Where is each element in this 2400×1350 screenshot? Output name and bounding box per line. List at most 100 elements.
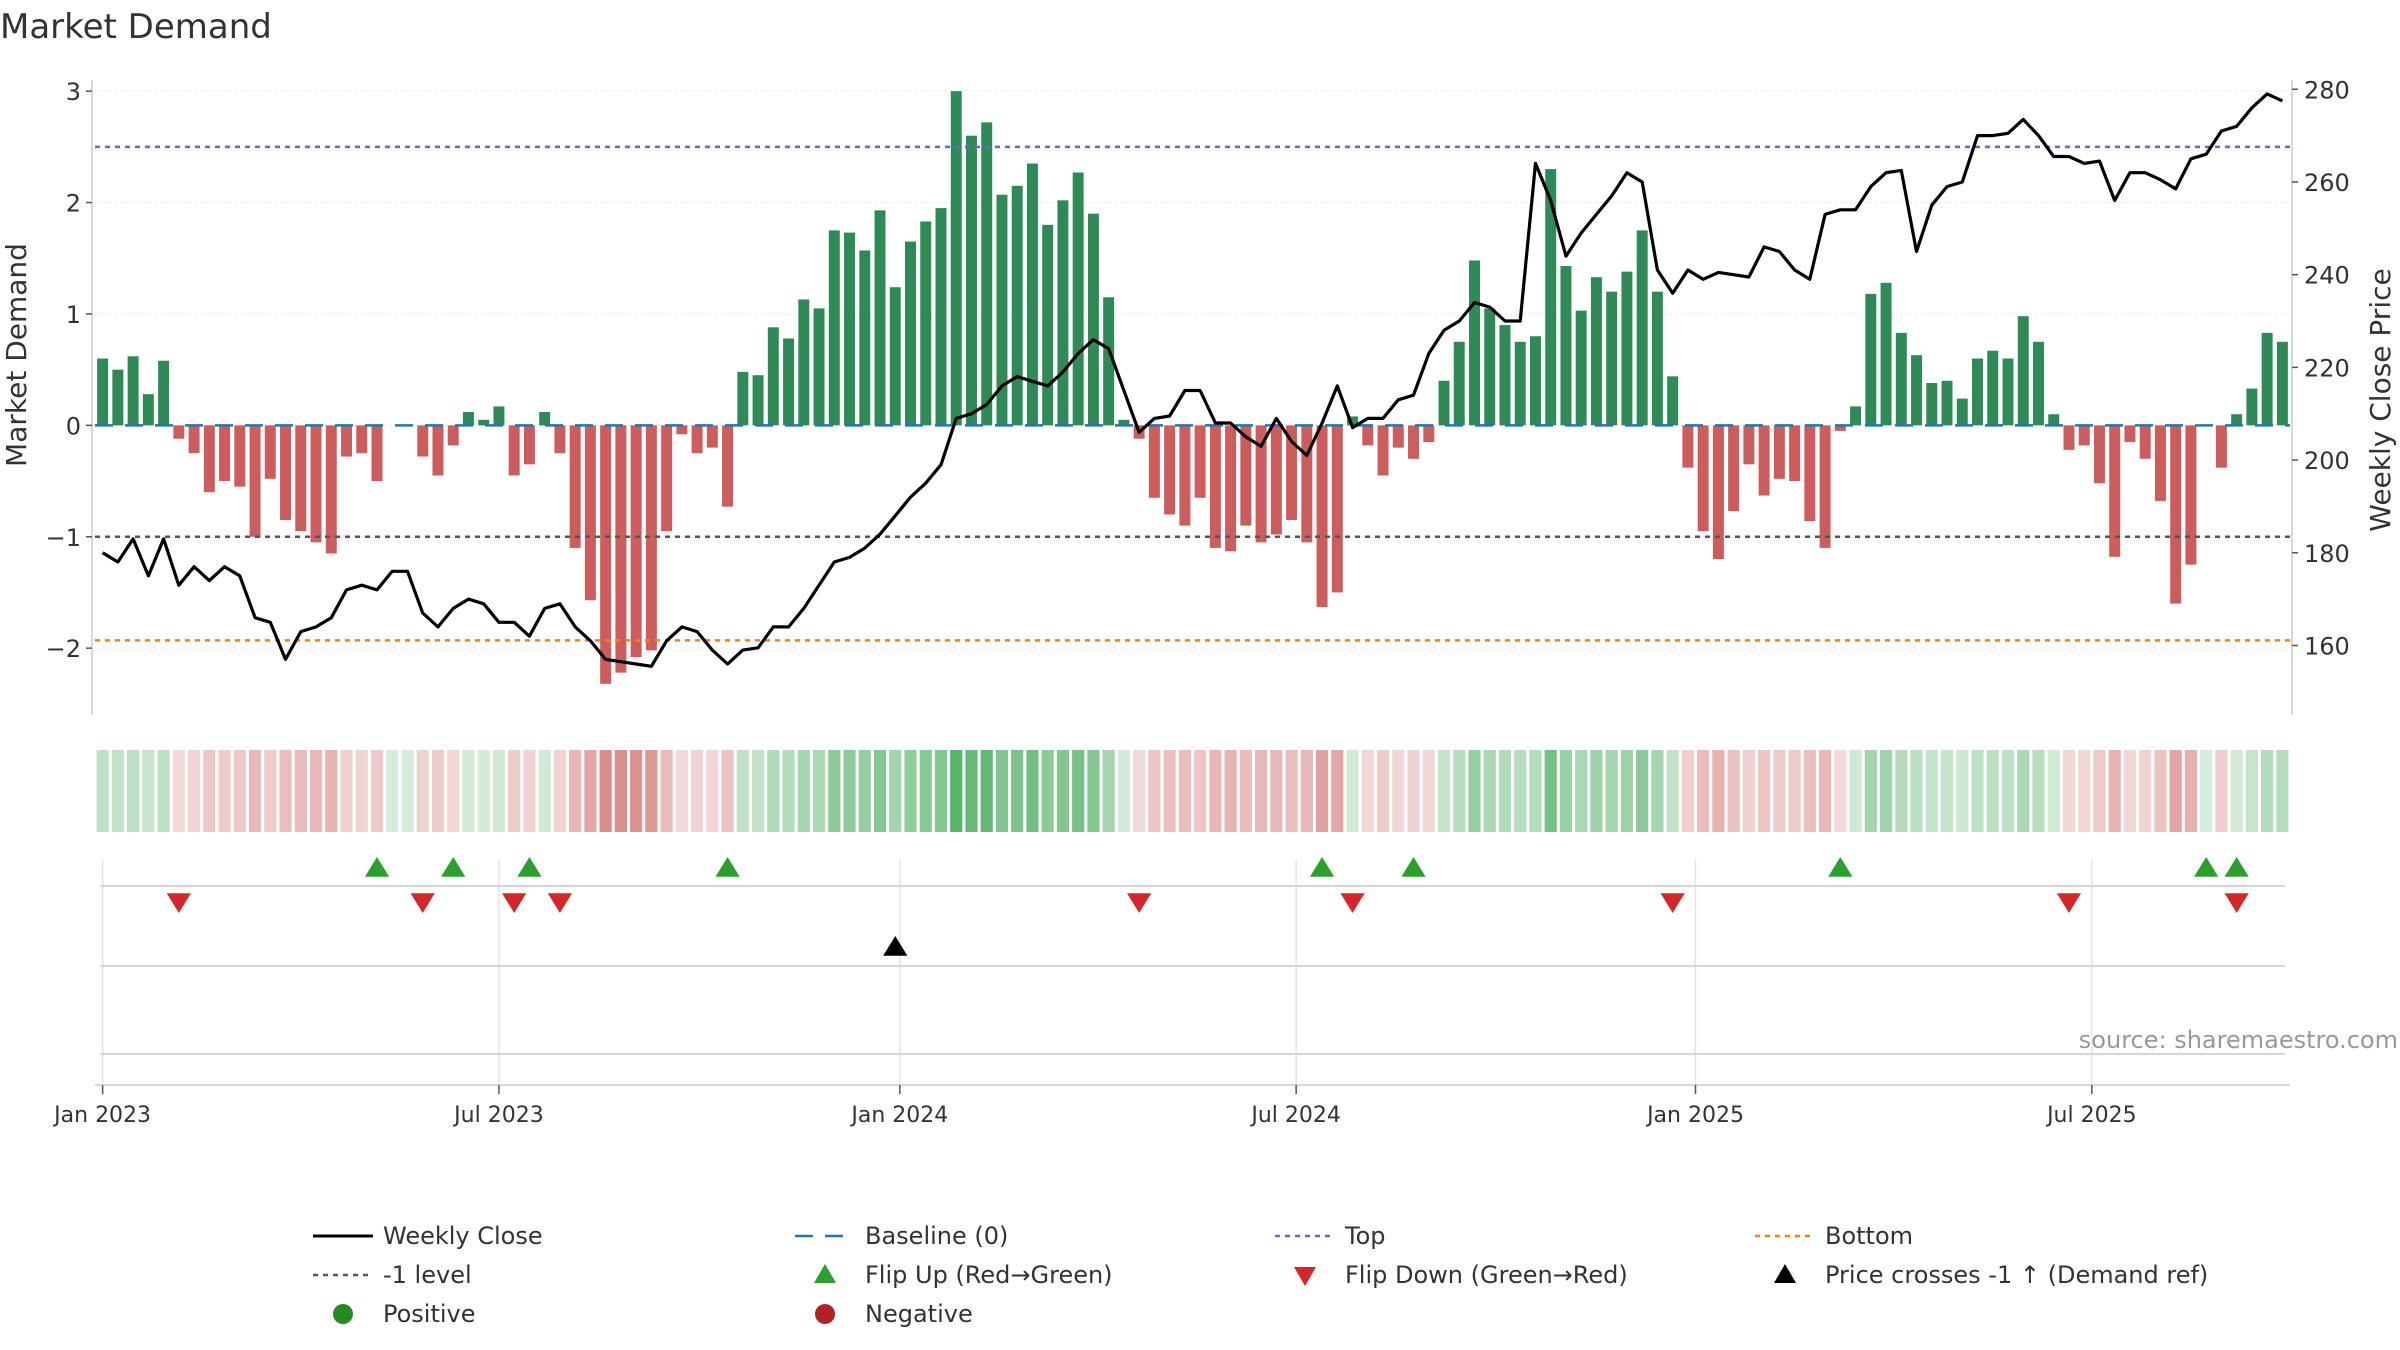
heat-cell	[1194, 750, 1207, 832]
demand-bar-positive	[158, 360, 170, 426]
legend-item-minus1: -1 level	[313, 1261, 472, 1289]
demand-bar-negative	[1728, 425, 1740, 512]
heat-cell	[706, 750, 719, 832]
signal-panels	[100, 857, 2285, 1085]
demand-bar-negative	[295, 425, 307, 532]
demand-bar-positive	[737, 371, 749, 426]
demand-bar-positive	[2048, 414, 2060, 426]
demand-bar-positive	[1103, 297, 1115, 426]
heat-cell	[1468, 750, 1481, 832]
heat-cell	[1956, 750, 1969, 832]
legend-item-flipup: Flip Up (Red→Green)	[814, 1261, 1113, 1289]
heat-cell	[1483, 750, 1496, 832]
demand-bar-positive	[1606, 291, 1618, 426]
heat-cell	[614, 750, 627, 832]
heat-cell	[2123, 750, 2137, 832]
flip-up-marker	[1828, 857, 1853, 877]
heat-cell	[1895, 750, 1908, 832]
demand-bar-negative	[2154, 425, 2166, 502]
demand-bar-positive	[478, 419, 490, 426]
heat-cell	[294, 750, 307, 832]
heat-cell	[1864, 750, 1877, 832]
demand-bar-positive	[1560, 266, 1572, 426]
demand-bar-positive	[2276, 341, 2288, 426]
heat-cell	[1239, 750, 1252, 832]
heat-cell	[2108, 750, 2121, 832]
y-tick-label-right: 200	[2304, 447, 2350, 475]
heat-cell	[889, 750, 902, 832]
flip-up-marker	[517, 857, 542, 877]
demand-bar-positive	[1057, 200, 1069, 426]
demand-bar-negative	[1712, 425, 1724, 560]
demand-bar-negative	[1789, 425, 1801, 482]
heat-cell	[2245, 750, 2258, 832]
heat-cell	[934, 750, 948, 832]
demand-bar-positive	[752, 375, 764, 426]
heat-cell	[630, 750, 643, 832]
legend-label: Price crosses -1 ↑ (Demand ref)	[1825, 1261, 2208, 1289]
y-tick-label-right: 260	[2304, 169, 2350, 197]
demand-bar-positive	[1636, 230, 1648, 426]
legend-item-bottom: Bottom	[1755, 1222, 1913, 1250]
heat-cell	[1712, 750, 1725, 832]
demand-bar-negative	[1773, 425, 1785, 479]
heat-cell	[309, 750, 323, 832]
x-tick-label: Jan 2024	[849, 1103, 948, 1128]
demand-bar-negative	[1682, 425, 1694, 468]
heat-cell	[1620, 750, 1634, 832]
heat-cell	[2047, 750, 2060, 832]
demand-bar-negative	[722, 425, 734, 507]
heat-cell	[248, 750, 262, 832]
demand-bar-positive	[1087, 213, 1099, 426]
heat-cell	[1300, 750, 1313, 832]
demand-bar-positive	[1575, 310, 1587, 426]
heat-cell	[447, 750, 460, 832]
demand-bar-positive	[1987, 350, 1999, 426]
demand-bar-negative	[554, 425, 566, 454]
heat-cell	[736, 750, 749, 832]
heat-cell	[828, 750, 841, 832]
heat-cell	[523, 750, 536, 832]
gridlines	[95, 90, 2290, 649]
demand-bar-negative	[1255, 425, 1267, 543]
heat-cell	[1422, 750, 1435, 832]
demand-bar-negative	[188, 425, 200, 454]
heat-cell	[1742, 750, 1755, 832]
demand-bar-positive	[1042, 224, 1054, 426]
heat-cell	[675, 750, 688, 832]
demand-bar-negative	[1270, 425, 1282, 535]
heat-cell	[1056, 750, 1070, 832]
heat-cell	[2062, 750, 2076, 832]
flip-up-marker	[2224, 857, 2249, 877]
heat-cell	[2276, 750, 2289, 832]
heat-cell	[1392, 750, 1405, 832]
demand-bar-positive	[813, 308, 825, 426]
demand-bar-negative	[645, 425, 657, 651]
demand-bar-negative	[249, 425, 261, 537]
x-tick-label: Jul 2023	[452, 1103, 544, 1128]
heat-cell	[1498, 750, 1512, 832]
demand-bars	[97, 91, 2288, 684]
demand-bar-negative	[371, 425, 383, 482]
demand-bar-negative	[523, 425, 535, 465]
demand-bar-negative	[1164, 425, 1176, 515]
legend-label: Negative	[865, 1300, 973, 1328]
demand-bar-positive	[783, 338, 795, 426]
heat-cell	[325, 750, 338, 832]
demand-bar-positive	[767, 327, 779, 426]
demand-bar-negative	[1697, 425, 1709, 532]
legend-swatch	[333, 1304, 353, 1324]
demand-bar-positive	[1529, 336, 1541, 426]
legend-item-baseline: Baseline (0)	[795, 1222, 1008, 1250]
demand-bar-positive	[462, 411, 474, 426]
demand-bar-positive	[859, 250, 871, 426]
demand-bar-negative	[280, 425, 292, 521]
heat-cell	[1529, 750, 1542, 832]
demand-bar-negative	[661, 425, 673, 532]
demand-bar-positive	[2231, 414, 2243, 426]
demand-bar-negative	[691, 425, 703, 454]
y-axis-left-label: Market Demand	[0, 243, 33, 467]
heat-cell	[1148, 750, 1161, 832]
legend-label: Flip Down (Green→Red)	[1345, 1261, 1628, 1289]
heat-cell	[1331, 750, 1344, 832]
